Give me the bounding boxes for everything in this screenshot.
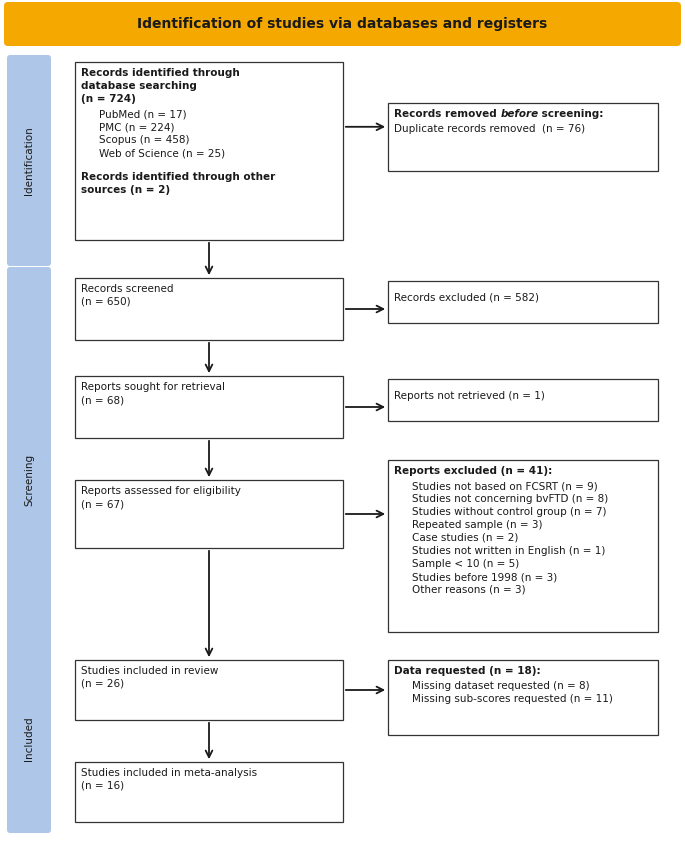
FancyBboxPatch shape	[7, 267, 51, 693]
Text: screening:: screening:	[538, 109, 604, 119]
Bar	[388, 103, 658, 171]
Text: Records excluded (n = 582): Records excluded (n = 582)	[394, 293, 539, 303]
Text: Identification: Identification	[24, 127, 34, 195]
Text: Reports not retrieved (n = 1): Reports not retrieved (n = 1)	[394, 391, 545, 401]
Text: PMC (n = 224): PMC (n = 224)	[99, 122, 175, 132]
Text: Studies without control group (n = 7): Studies without control group (n = 7)	[412, 507, 606, 517]
Text: Records identified through: Records identified through	[81, 68, 240, 78]
Text: Reports excluded (n = 41):: Reports excluded (n = 41):	[394, 466, 552, 476]
Text: Screening: Screening	[24, 454, 34, 506]
Bar	[388, 460, 658, 632]
Bar	[75, 62, 343, 240]
Text: Records identified through other: Records identified through other	[81, 172, 275, 182]
Bar	[75, 376, 343, 438]
Bar	[75, 660, 343, 720]
Bar	[388, 281, 658, 323]
Text: Records screened: Records screened	[81, 284, 173, 294]
FancyBboxPatch shape	[7, 55, 51, 266]
Text: sources (n = 2): sources (n = 2)	[81, 185, 170, 195]
Text: Studies before 1998 (n = 3): Studies before 1998 (n = 3)	[412, 572, 558, 582]
Bar	[75, 480, 343, 548]
Text: (n = 67): (n = 67)	[81, 499, 124, 509]
Text: database searching: database searching	[81, 81, 197, 91]
Bar	[75, 762, 343, 822]
Bar	[388, 660, 658, 735]
Text: Studies included in review: Studies included in review	[81, 666, 219, 676]
Text: Missing sub-scores requested (n = 11): Missing sub-scores requested (n = 11)	[412, 694, 613, 704]
Text: Duplicate records removed  (n = 76): Duplicate records removed (n = 76)	[394, 124, 585, 134]
Text: (n = 16): (n = 16)	[81, 781, 124, 791]
FancyBboxPatch shape	[4, 2, 681, 46]
Text: Case studies (n = 2): Case studies (n = 2)	[412, 533, 519, 543]
Text: Sample < 10 (n = 5): Sample < 10 (n = 5)	[412, 559, 519, 569]
Text: (n = 724): (n = 724)	[81, 94, 136, 104]
Bar	[75, 278, 343, 340]
Text: Scopus (n = 458): Scopus (n = 458)	[99, 135, 190, 145]
Text: Studies included in meta-analysis: Studies included in meta-analysis	[81, 768, 257, 778]
Text: Repeated sample (n = 3): Repeated sample (n = 3)	[412, 520, 543, 530]
Bar	[388, 379, 658, 421]
Text: PubMed (n = 17): PubMed (n = 17)	[99, 109, 186, 119]
Text: Records removed: Records removed	[394, 109, 500, 119]
Text: Data requested (n = 18):: Data requested (n = 18):	[394, 666, 540, 676]
Text: (n = 26): (n = 26)	[81, 679, 124, 689]
Text: Identification of studies via databases and registers: Identification of studies via databases …	[138, 17, 547, 31]
Text: Reports sought for retrieval: Reports sought for retrieval	[81, 382, 225, 392]
Text: Studies not written in English (n = 1): Studies not written in English (n = 1)	[412, 546, 606, 556]
Text: (n = 68): (n = 68)	[81, 395, 124, 405]
Text: Studies not concerning bvFTD (n = 8): Studies not concerning bvFTD (n = 8)	[412, 494, 608, 504]
Text: Studies not based on FCSRT (n = 9): Studies not based on FCSRT (n = 9)	[412, 481, 598, 491]
Text: Included: Included	[24, 717, 34, 762]
Text: Other reasons (n = 3): Other reasons (n = 3)	[412, 585, 525, 595]
FancyBboxPatch shape	[7, 645, 51, 833]
Text: before: before	[500, 109, 538, 119]
Text: Reports assessed for eligibility: Reports assessed for eligibility	[81, 486, 241, 496]
Text: Web of Science (n = 25): Web of Science (n = 25)	[99, 148, 225, 158]
Text: (n = 650): (n = 650)	[81, 297, 131, 307]
Text: Missing dataset requested (n = 8): Missing dataset requested (n = 8)	[412, 681, 590, 691]
